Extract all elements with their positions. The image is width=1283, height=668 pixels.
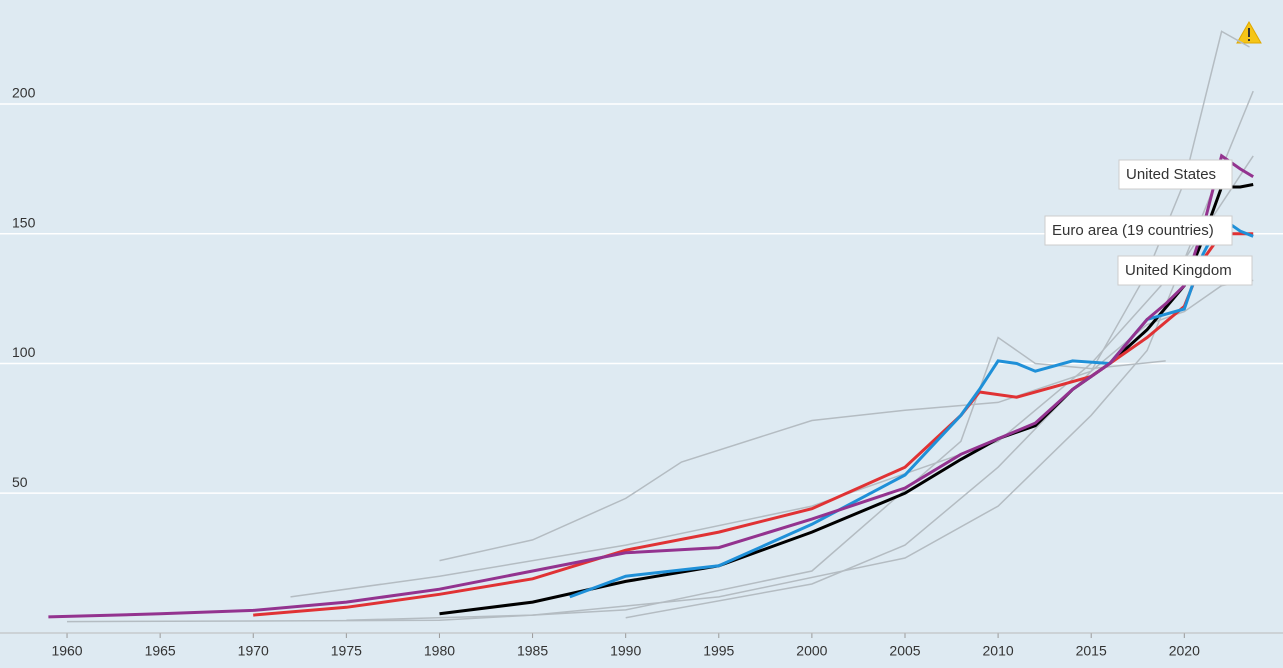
legend-label: Euro area (19 countries) [1052,222,1214,239]
x-tick-label: 1995 [703,643,734,659]
label-box [1118,159,1233,190]
legend-label: United Kingdom [1125,262,1232,279]
series-line [290,90,1254,598]
x-tick-label: 1980 [424,643,455,659]
series-line [569,215,1254,599]
x-tick-label: 2005 [889,643,920,659]
y-tick-label: 100 [12,344,36,360]
series-line [625,30,1250,619]
label-box [1117,255,1253,286]
x-tick-label: 2020 [1169,643,1200,659]
x-tick-label: 1965 [145,643,176,659]
series-label: United Kingdom [1117,255,1253,286]
legend-label: United States [1126,166,1216,183]
series-label: United States [1118,159,1233,190]
x-tick-label: 2015 [1076,643,1107,659]
x-tick-label: 1990 [610,643,641,659]
label-box [1044,215,1233,246]
y-tick-label: 200 [12,85,36,101]
series-line [439,279,1254,562]
x-tick-label: 1985 [517,643,548,659]
x-tick-label: 1975 [331,643,362,659]
series-line [346,155,1254,622]
x-tick-label: 2000 [796,643,827,659]
series-line [253,232,1254,617]
warning-icon[interactable] [1236,20,1262,44]
x-tick-label: 2010 [983,643,1014,659]
x-tick-label: 1970 [238,643,269,659]
y-tick-label: 50 [12,474,28,490]
y-tick-label: 150 [12,214,36,230]
series-line [439,183,1254,616]
x-tick-label: 1960 [51,643,82,659]
series-line [66,336,1166,623]
series-label: Euro area (19 countries) [1044,215,1233,246]
